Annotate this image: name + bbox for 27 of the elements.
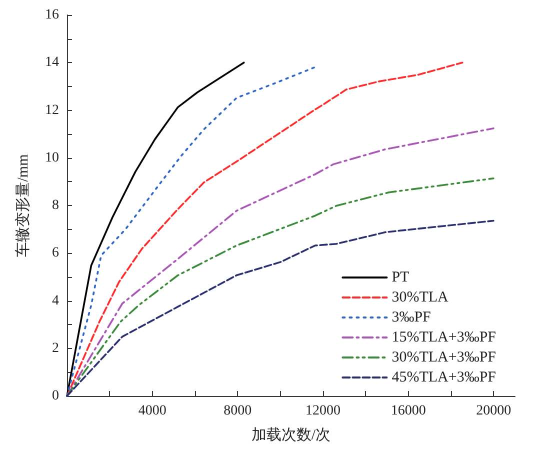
legend-label: PT (392, 270, 410, 286)
legend-label: 3‰PF (392, 310, 431, 326)
y-tick-label: 12 (45, 102, 59, 118)
x-tick-label: 12000 (306, 404, 340, 418)
x-tick-label: 4000 (138, 404, 166, 418)
line-series (66, 127, 494, 397)
x-tick-label: 16000 (390, 404, 426, 418)
y-tick-label: 14 (45, 55, 59, 70)
y-axis-title: 车辙变形量/mm (14, 154, 32, 257)
line-series (66, 220, 494, 397)
y-tick-label: 4 (52, 293, 59, 308)
line-series (66, 177, 494, 397)
legend-label: 30%TLA+3‰PF (392, 350, 496, 366)
legend-label: 30%TLA (392, 290, 449, 306)
x-tick-label: 20000 (476, 404, 512, 418)
y-tick-label: 8 (52, 198, 59, 213)
y-tick-label: 16 (45, 8, 59, 22)
x-axis-title: 加载次数/次 (251, 426, 331, 444)
line-series (66, 66, 316, 397)
legend-label: 45%TLA+3‰PF (392, 370, 496, 386)
legend-label: 15%TLA+3‰PF (392, 330, 496, 346)
line-series (66, 62, 245, 397)
y-tick-label: 6 (52, 246, 59, 261)
y-tick-label: 2 (52, 340, 59, 356)
y-tick-label: 0 (52, 388, 59, 404)
x-tick-label: 8000 (224, 404, 252, 418)
y-tick-label: 10 (45, 150, 59, 166)
